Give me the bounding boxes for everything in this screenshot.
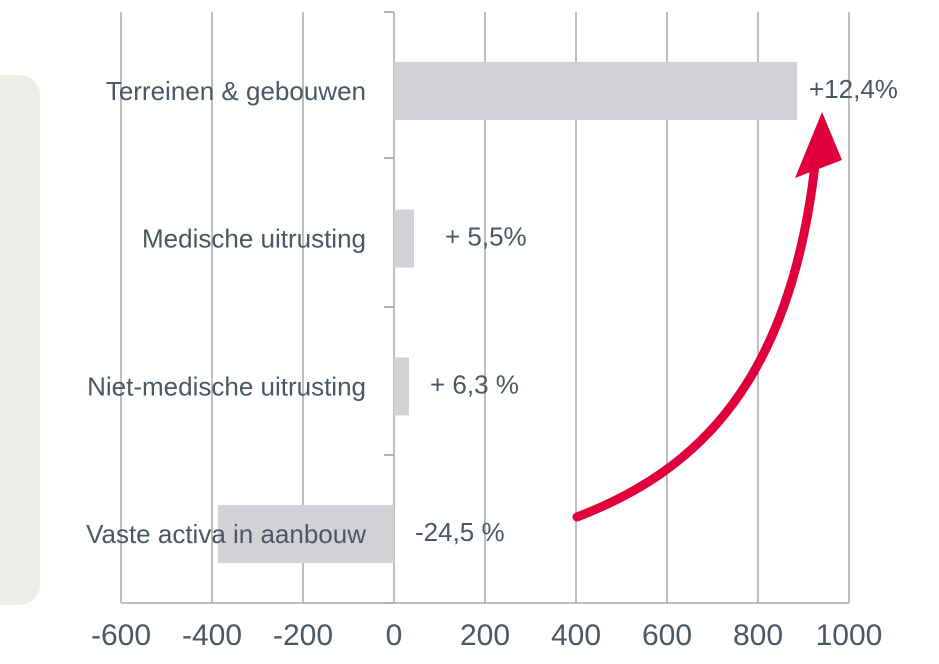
- category-label: Niet-medische uitrusting: [87, 371, 366, 401]
- x-tick-label: 200: [460, 619, 510, 652]
- x-tick-label: -200: [273, 619, 333, 652]
- category-label: Medische uitrusting: [142, 224, 366, 254]
- annotation: -24,5 %: [415, 517, 505, 547]
- category-label: Terreinen & gebouwen: [106, 76, 366, 106]
- x-tick-label: 0: [386, 619, 403, 652]
- x-tick-label: -400: [182, 619, 242, 652]
- bar: [217, 505, 394, 564]
- x-tick-label: 1000: [816, 619, 883, 652]
- category-label: Vaste activa in aanbouw: [86, 519, 366, 549]
- bar: [394, 209, 415, 268]
- bar: [394, 357, 410, 416]
- bars: [217, 61, 798, 564]
- axis-ticks: [121, 11, 849, 604]
- x-tick-label: 600: [642, 619, 692, 652]
- annotation: +12,4%: [809, 74, 898, 104]
- x-tick-label: -600: [91, 619, 151, 652]
- side-panel: [0, 75, 40, 605]
- annotation: + 6,3 %: [430, 369, 519, 399]
- arrow: [572, 112, 842, 522]
- annotation: + 5,5%: [445, 222, 527, 252]
- x-tick-label: 400: [551, 619, 601, 652]
- x-tick-label: 800: [733, 619, 783, 652]
- labels: -600 -400 -200 0 200 400 600 800 1000 Terreinen &…: [86, 74, 898, 652]
- bar: [394, 61, 798, 120]
